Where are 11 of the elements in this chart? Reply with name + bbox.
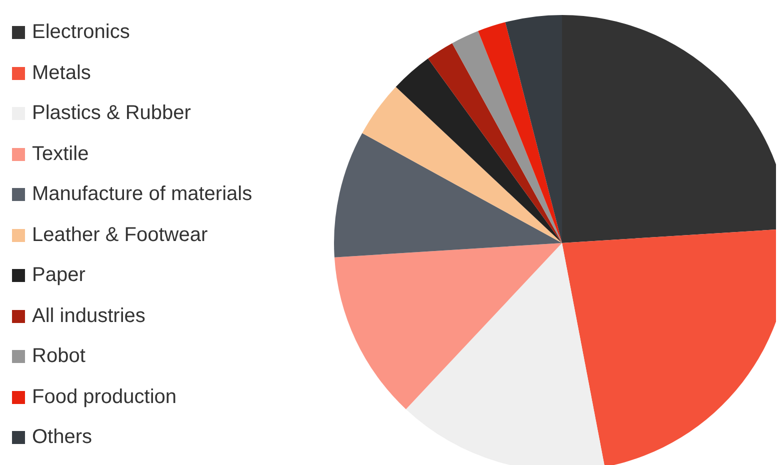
legend-label: Textile [32, 142, 89, 166]
legend-label: Metals [32, 62, 91, 84]
legend-label: Plastics & Rubber [32, 102, 191, 125]
legend-label: Others [32, 426, 92, 449]
legend-label: Electronics [32, 21, 130, 44]
legend-label: Robot [32, 345, 86, 368]
legend-label: Leather & Footwear [32, 224, 208, 246]
legend-label: Manufacture of materials [32, 183, 252, 206]
legend-label: Food production [32, 386, 177, 408]
legend-label: All industries [32, 304, 146, 328]
legend-label: Paper [32, 264, 86, 287]
